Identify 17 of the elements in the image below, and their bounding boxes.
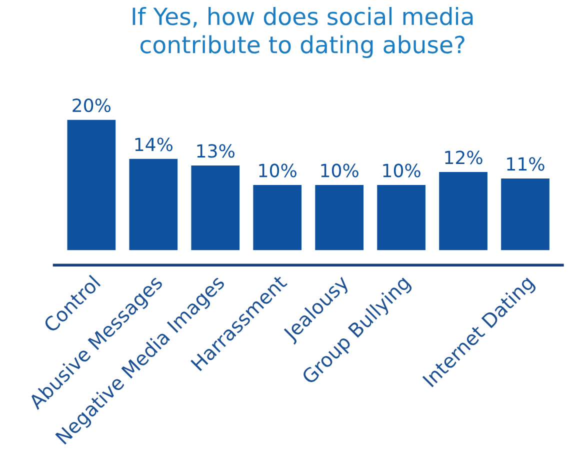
bar [67,120,116,250]
data-label: 13% [197,144,234,158]
bar [253,184,302,250]
bar [439,172,488,250]
chart-title: If Yes, how does social media contribute to dating abuse? [132,6,473,58]
data-label: 10% [321,164,358,178]
bar [377,184,426,250]
bar [129,158,178,250]
data-label: 10% [259,164,296,178]
bar [501,178,550,250]
data-label: 20% [72,98,110,112]
data-label: 10% [383,164,420,178]
data-label: 14% [135,138,172,152]
bar [315,184,364,250]
bar [191,165,240,250]
data-label: 12% [445,150,482,164]
data-label: 11% [507,157,544,171]
